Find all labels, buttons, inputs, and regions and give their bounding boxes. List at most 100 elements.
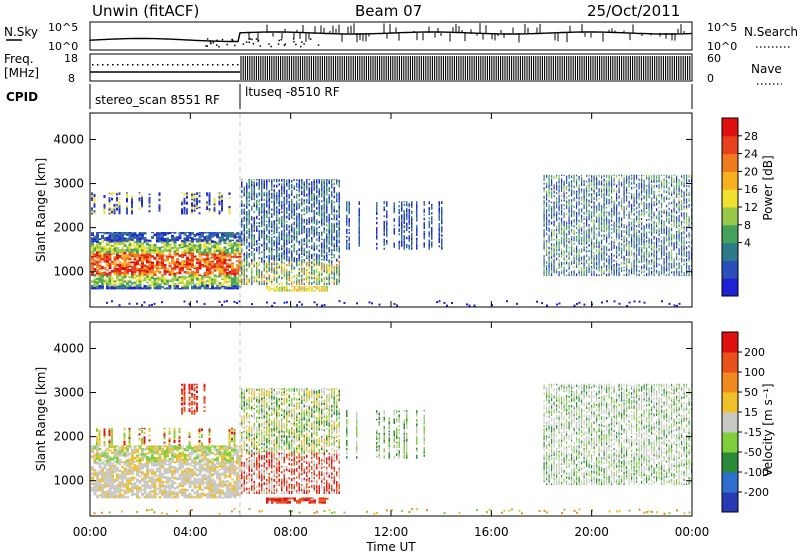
scatter-cell bbox=[553, 220, 555, 222]
scatter-cell bbox=[261, 222, 263, 225]
scatter-cell bbox=[228, 232, 232, 236]
scatter-cell bbox=[603, 175, 605, 178]
scatter-cell bbox=[293, 210, 295, 214]
scatter-cell bbox=[308, 261, 310, 265]
scatter-cell bbox=[293, 258, 295, 261]
scatter-cell bbox=[401, 233, 403, 236]
scatter-cell bbox=[251, 196, 253, 199]
scatter-cell bbox=[558, 227, 560, 229]
scatter-cell bbox=[173, 287, 177, 290]
scatter-cell bbox=[596, 210, 598, 213]
scatter-cell bbox=[308, 266, 310, 270]
scatter-cell bbox=[123, 241, 127, 245]
scatter-cell bbox=[116, 263, 119, 267]
scatter-cell bbox=[103, 195, 106, 198]
scatter-cell bbox=[618, 201, 620, 205]
scatter-cell bbox=[246, 268, 248, 271]
scatter-cell bbox=[408, 214, 410, 217]
scatter-cell bbox=[181, 242, 184, 245]
scatter-cell bbox=[416, 217, 418, 220]
scatter-cell bbox=[598, 274, 600, 277]
scatter-cell bbox=[218, 236, 222, 239]
scatter-cell bbox=[313, 271, 315, 274]
scatter-cell bbox=[183, 232, 187, 234]
scatter-cell bbox=[148, 284, 152, 287]
scatter-cell bbox=[253, 211, 255, 213]
scatter-cell bbox=[313, 221, 315, 225]
scatter-cell bbox=[601, 258, 603, 261]
scatter-cell bbox=[546, 224, 548, 228]
scatter-cell bbox=[166, 237, 169, 241]
scatter-cell bbox=[93, 287, 97, 290]
scatter-cell bbox=[266, 255, 268, 259]
scatter-cell bbox=[268, 222, 270, 226]
scatter-cell bbox=[398, 243, 400, 247]
scatter-cell bbox=[616, 189, 618, 192]
scatter-cell bbox=[613, 259, 615, 262]
scatter-cell bbox=[581, 259, 583, 263]
scatter-cell bbox=[543, 242, 545, 246]
scatter-cell bbox=[221, 283, 224, 286]
scatter-cell bbox=[266, 180, 268, 184]
scatter-cell bbox=[601, 187, 603, 190]
scatter-cell bbox=[598, 217, 600, 220]
scatter-cell bbox=[563, 240, 565, 243]
scatter-cell bbox=[98, 287, 102, 290]
scatter-cell bbox=[273, 260, 275, 264]
scatter-cell bbox=[336, 273, 338, 276]
scatter-cell bbox=[263, 211, 265, 214]
scatter-cell bbox=[603, 257, 605, 259]
scatter-cell bbox=[441, 209, 443, 212]
scatter-cell bbox=[311, 286, 313, 290]
scatter-cell bbox=[328, 247, 330, 249]
station-title: Unwin (fitACF) bbox=[92, 2, 199, 20]
scatter-cell bbox=[218, 275, 222, 278]
scatter-cell bbox=[546, 232, 548, 236]
scatter-cell bbox=[601, 176, 603, 179]
scatter-cell bbox=[301, 274, 303, 278]
scatter-cell bbox=[156, 246, 159, 249]
scatter-cell bbox=[623, 266, 625, 269]
scatter-cell bbox=[346, 204, 348, 207]
scatter-cell bbox=[148, 276, 152, 279]
scatter-cell bbox=[118, 238, 122, 241]
scatter-cell bbox=[228, 287, 232, 290]
scatter-cell bbox=[143, 301, 146, 304]
scatter-cell bbox=[571, 222, 573, 225]
scatter-cell bbox=[311, 210, 313, 213]
scatter-cell bbox=[616, 196, 618, 200]
scatter-cell bbox=[296, 238, 298, 242]
scatter-cell bbox=[248, 253, 250, 256]
scatter-cell bbox=[618, 242, 620, 245]
scatter-cell bbox=[221, 207, 223, 210]
scatter-cell bbox=[386, 213, 388, 216]
scatter-cell bbox=[133, 240, 137, 244]
scatter-cell bbox=[276, 262, 278, 265]
scatter-cell bbox=[561, 241, 563, 245]
scatter-cell bbox=[326, 247, 328, 250]
scatter-cell bbox=[273, 205, 275, 208]
scatter-cell bbox=[581, 181, 583, 185]
scatter-cell bbox=[621, 223, 623, 227]
scatter-cell bbox=[583, 183, 585, 186]
scatter-cell bbox=[566, 200, 568, 204]
scatter-cell bbox=[583, 218, 585, 221]
scatter-cell bbox=[588, 174, 590, 177]
scatter-cell bbox=[273, 214, 275, 216]
scatter-cell bbox=[176, 258, 179, 261]
scatter-cell bbox=[113, 256, 117, 258]
scatter-cell bbox=[261, 187, 263, 190]
scatter-cell bbox=[401, 226, 403, 229]
scatter-cell bbox=[593, 255, 595, 258]
scatter-cell bbox=[198, 212, 201, 215]
scatter-cell bbox=[163, 248, 167, 251]
scatter-cell bbox=[326, 188, 328, 192]
scatter-cell bbox=[186, 259, 189, 262]
scatter-cell bbox=[138, 192, 141, 194]
scatter-cell bbox=[291, 186, 293, 189]
scatter-cell bbox=[618, 216, 620, 220]
scatter-cell bbox=[286, 215, 288, 219]
scatter-cell bbox=[113, 267, 117, 271]
scatter-cell bbox=[596, 186, 598, 190]
scatter-cell bbox=[411, 235, 413, 238]
